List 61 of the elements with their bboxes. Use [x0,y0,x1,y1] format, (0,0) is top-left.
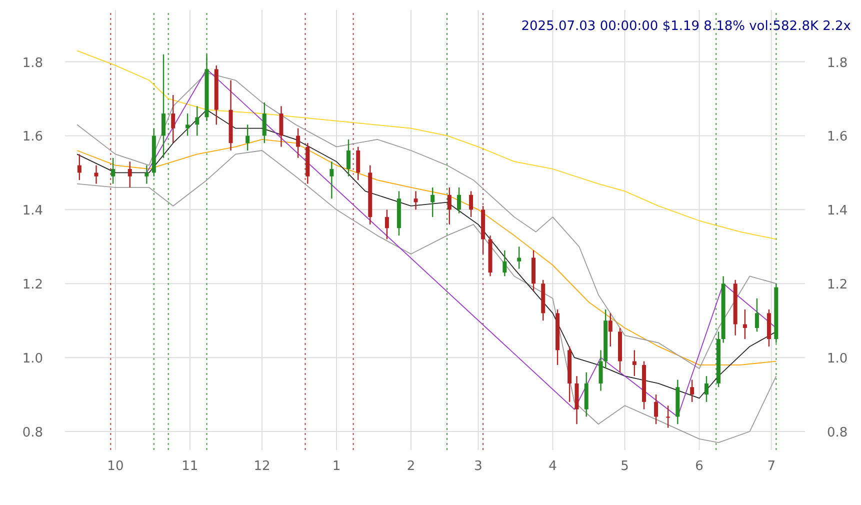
candlestick [654,394,658,425]
candlestick [608,312,612,348]
candlestick [414,190,418,210]
candlestick [666,405,670,428]
x-tick-label: 3 [474,459,482,474]
candlestick [598,350,603,392]
candlestick [384,209,389,240]
candlestick [632,350,636,377]
candlestick [162,54,166,158]
x-tick-label: 7 [767,459,776,474]
x-tick-label: 2 [406,459,416,474]
x-tick-label: 6 [695,459,704,474]
y-tick-label: 1.8 [22,56,43,71]
line-series [146,68,777,418]
line-series [76,109,777,399]
candlestick [346,138,351,177]
y-tick-label: 1.2 [22,278,43,293]
candlestick [246,124,250,152]
candlestick [469,190,474,218]
y2-tick-label: 0.8 [827,426,848,441]
candlestick [186,112,190,136]
candlestick [262,102,266,144]
y-tick-label: 1.6 [22,130,43,145]
candlestick [195,106,200,136]
candlestick [111,157,116,184]
line-series [76,50,777,240]
y-tick-label: 0.8 [22,426,43,441]
x-tick-label: 4 [548,459,557,474]
y2-tick-label: 1.2 [827,278,848,293]
text: 2025.07.03 00:00:00 $1.19 8.18% vol:582.8K 2.2x [521,19,852,34]
candlestick [94,164,98,184]
y2-tick-label: 1.8 [827,56,848,71]
line-series [76,72,777,370]
y2-tick-label: 1.0 [827,352,848,367]
line-series [76,150,777,444]
candlestick [742,308,747,340]
x-tick-label: 12 [254,459,270,474]
candlestick [171,94,176,144]
y2-tick-label: 1.6 [827,130,848,145]
candlestick [690,379,694,403]
candlestick [144,164,149,184]
candlestick [704,375,708,403]
candlestick [447,186,452,226]
y2-tick-label: 1.4 [827,204,848,219]
candlestick [77,154,82,181]
x-tick-label: 10 [107,459,124,474]
candlestick [517,246,522,270]
candlestick [502,250,507,277]
candlestick [356,146,360,181]
candlestick [430,186,435,218]
candlestick [279,106,284,148]
candlestick [754,298,759,332]
candlestick [128,160,132,188]
candlestick [330,160,334,200]
x-tick-label: 11 [182,459,198,474]
y-tick-label: 1.0 [22,352,43,367]
x-tick-label: 5 [620,459,629,474]
y-tick-label: 1.4 [22,204,43,219]
candlestick [296,128,300,158]
candlestick [457,186,462,214]
x-tick-label: 1 [332,459,341,474]
